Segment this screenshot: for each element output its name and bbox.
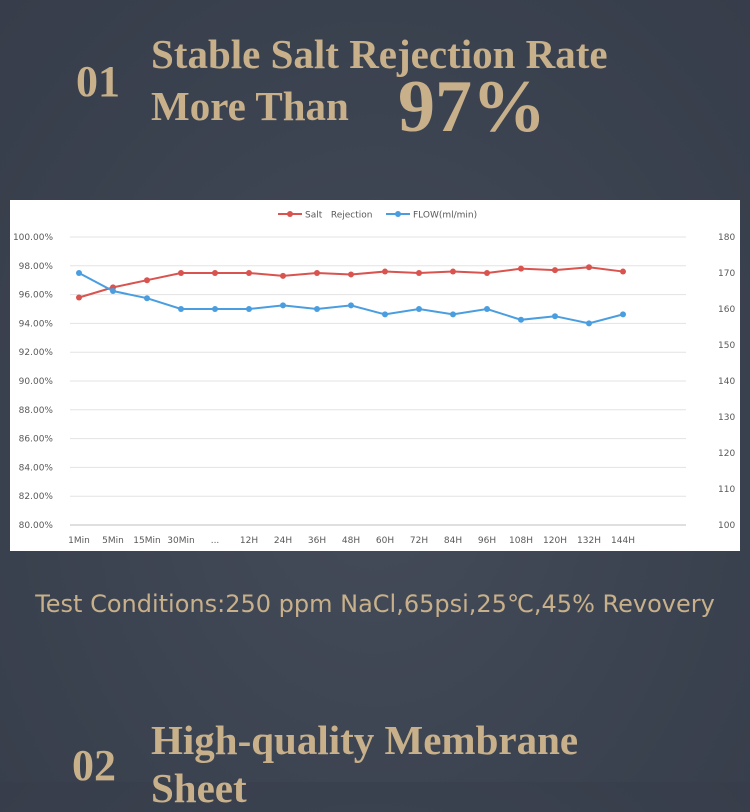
y-tick-label-left: 88.00% xyxy=(19,406,54,416)
y-tick-label-left: 98.00% xyxy=(19,262,54,272)
x-tick-label: 144H xyxy=(611,536,635,546)
x-tick-label: 60H xyxy=(376,536,394,546)
y-tick-label-right: 130 xyxy=(718,413,735,423)
highlight-percentage: 97% xyxy=(398,66,546,148)
chart-panel: 80.00% 82.00% 84.00% 86.00% 88.00% 90.00% 92.0… xyxy=(10,200,740,551)
section-heading-line2: More Than xyxy=(151,83,349,129)
test-conditions: Test Conditions:250 ppm NaCl,65psi,25℃,4… xyxy=(35,590,715,618)
data-point-flow xyxy=(212,306,218,312)
data-point-flow xyxy=(280,302,286,309)
y-tick-label-right: 160 xyxy=(718,305,735,315)
x-tick-label: 5Min xyxy=(102,536,124,546)
y-tick-label-left: 86.00% xyxy=(19,435,54,445)
x-tick-label: 12H xyxy=(240,536,258,546)
data-point-salt-rejection xyxy=(416,270,422,276)
y-tick-label-right: 170 xyxy=(718,269,735,279)
y-tick-label-left: 80.00% xyxy=(19,521,54,531)
data-point-salt-rejection xyxy=(586,264,592,271)
data-point-salt-rejection xyxy=(212,270,218,276)
data-point-flow xyxy=(246,306,252,312)
y-tick-label-right: 140 xyxy=(718,377,735,387)
data-point-flow xyxy=(348,302,354,309)
y-tick-label-left: 90.00% xyxy=(19,377,54,387)
x-tick-label: 72H xyxy=(410,536,428,546)
y-tick-label-left: 94.00% xyxy=(19,319,54,329)
section-heading-line2: Sheet xyxy=(151,765,247,811)
data-point-flow xyxy=(450,311,456,318)
x-tick-label: ... xyxy=(211,536,220,546)
section-heading-line1: Stable Salt Rejection Rate xyxy=(151,31,608,77)
data-point-salt-rejection xyxy=(178,270,184,276)
data-point-salt-rejection xyxy=(484,270,490,276)
x-tick-label: 96H xyxy=(478,536,496,546)
x-tick-label: 120H xyxy=(543,536,567,546)
y-tick-label-right: 180 xyxy=(718,233,735,243)
data-point-salt-rejection xyxy=(620,268,626,275)
data-point-flow xyxy=(110,288,116,294)
y-tick-label-left: 82.00% xyxy=(19,492,54,502)
data-point-flow xyxy=(178,306,184,312)
y-tick-label-left: 100.00% xyxy=(13,233,53,243)
data-point-flow xyxy=(552,313,558,320)
series-line-flow xyxy=(78,272,624,325)
legend-flow-label: FLOW(ml/min) xyxy=(413,211,477,221)
data-point-salt-rejection xyxy=(348,271,354,278)
y-tick-label-right: 110 xyxy=(718,485,735,495)
x-tick-label: 30Min xyxy=(167,536,194,546)
y-tick-label-left: 84.00% xyxy=(19,463,54,473)
x-tick-label: 48H xyxy=(342,536,360,546)
data-point-salt-rejection xyxy=(552,267,558,274)
data-point-flow xyxy=(382,311,388,318)
section-heading-line1: High-quality Membrane xyxy=(151,717,579,763)
data-point-salt-rejection xyxy=(382,268,388,275)
x-tick-label: 15Min xyxy=(133,536,160,546)
data-point-salt-rejection xyxy=(246,270,252,276)
data-point-flow xyxy=(144,295,150,302)
data-point-salt-rejection xyxy=(314,270,320,276)
data-point-flow xyxy=(620,311,626,318)
data-point-flow xyxy=(314,306,320,312)
legend-flow-marker xyxy=(395,211,401,217)
section-number: 01 xyxy=(76,57,120,106)
y-tick-label-right: 100 xyxy=(718,521,735,531)
x-tick-label: 84H xyxy=(444,536,462,546)
data-point-salt-rejection xyxy=(450,268,456,275)
y-tick-label-left: 92.00% xyxy=(19,348,54,358)
y-tick-label-left: 96.00% xyxy=(19,291,54,301)
legend-salt-label: Salt Rejection xyxy=(305,211,372,221)
line-chart: 80.00% 82.00% 84.00% 86.00% 88.00% 90.00% 92.0… xyxy=(13,211,735,547)
data-point-flow xyxy=(484,306,490,312)
x-tick-label: 108H xyxy=(509,536,533,546)
x-tick-label: 1Min xyxy=(68,536,90,546)
data-point-flow xyxy=(518,316,524,323)
data-point-salt-rejection xyxy=(144,277,150,284)
x-tick-label: 132H xyxy=(577,536,601,546)
data-point-salt-rejection xyxy=(76,294,82,301)
data-point-flow xyxy=(76,270,82,276)
data-point-salt-rejection xyxy=(518,265,524,272)
data-point-flow xyxy=(416,306,422,312)
legend-salt-marker xyxy=(287,211,293,217)
y-tick-label-right: 150 xyxy=(718,341,735,351)
y-tick-label-right: 120 xyxy=(718,449,735,459)
x-tick-label: 24H xyxy=(274,536,292,546)
data-point-salt-rejection xyxy=(280,272,286,279)
data-point-flow xyxy=(586,320,592,327)
section-number: 02 xyxy=(72,741,116,790)
x-tick-label: 36H xyxy=(308,536,326,546)
